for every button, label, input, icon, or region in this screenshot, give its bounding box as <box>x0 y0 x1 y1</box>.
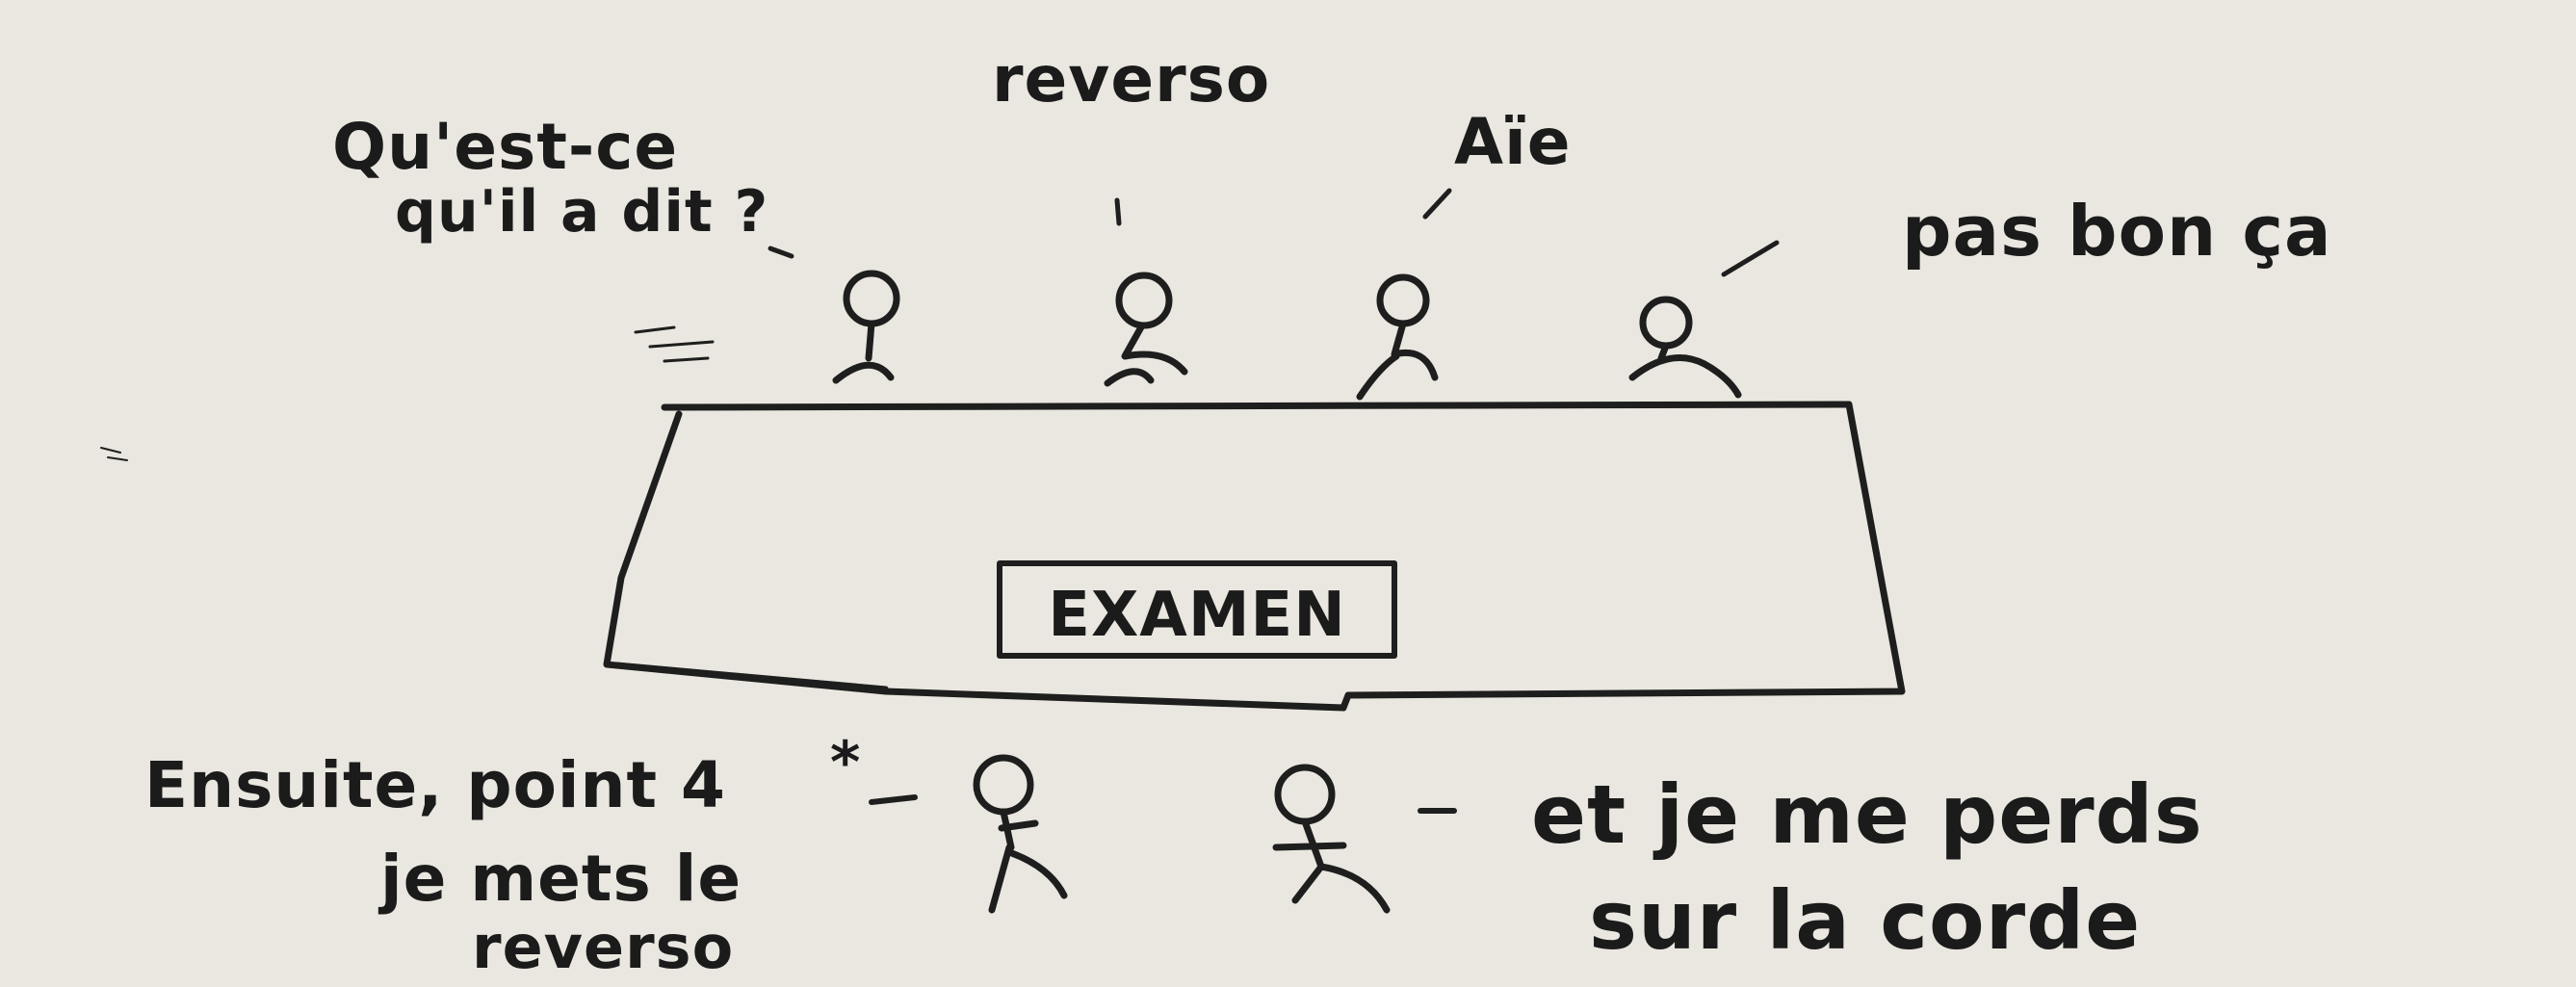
jury-member-4 <box>1628 296 1742 399</box>
candidate-figure-2 <box>1272 764 1391 914</box>
candidate-figure-1 <box>973 754 1068 914</box>
candidate-thought: et je me perds sur la corde <box>1531 767 2203 968</box>
connector-dashes <box>869 794 1457 814</box>
thought-line-2: sur la corde <box>1589 873 2141 968</box>
exam-label-box: EXAMEN <box>997 560 1397 659</box>
speech-pas-bon: pas bon ça <box>1902 191 2332 272</box>
speech-line-2: qu'il a dit ? <box>395 178 768 246</box>
note-line-1: Ensuite, point 4 <box>144 748 726 822</box>
jury-member-2 <box>1104 272 1188 387</box>
jury-table <box>603 401 1906 712</box>
note-line-2: je mets le <box>377 842 742 916</box>
jury-speech: Qu'est-ce qu'il a dit ? reverso Aïe pas … <box>332 42 2332 272</box>
note-line-3: reverso <box>472 912 734 982</box>
speech-reverso: reverso <box>992 42 1270 117</box>
jury-member-3 <box>1356 273 1439 401</box>
exam-label: EXAMEN <box>1048 580 1346 651</box>
thought-line-1: et je me perds <box>1531 767 2203 862</box>
note-asterisk: * <box>830 729 861 796</box>
candidate-note: Ensuite, point 4 * je mets le reverso <box>144 729 861 982</box>
scribble-marks <box>100 325 715 461</box>
speech-ticks <box>768 188 1780 277</box>
jury-member-1 <box>832 270 900 384</box>
speech-aie: Aïe <box>1454 105 1571 179</box>
speech-line-1: Qu'est-ce <box>332 110 678 184</box>
